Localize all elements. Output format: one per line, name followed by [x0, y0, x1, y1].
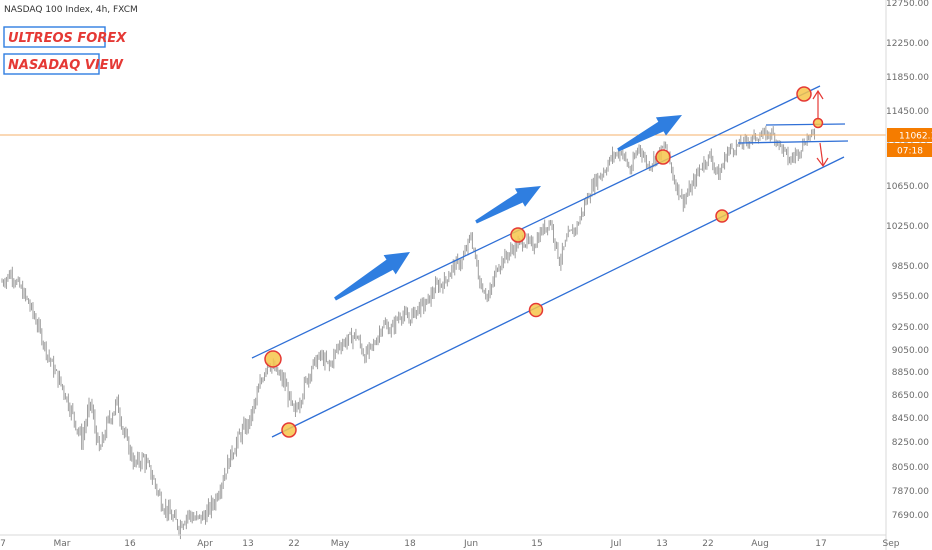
trend-arrow-icon[interactable] — [475, 186, 541, 224]
trend-arrow-icon[interactable] — [617, 115, 682, 152]
badge-secondary-box — [3, 53, 100, 75]
range-top-line[interactable] — [765, 123, 846, 126]
time-tick-label: Jun — [463, 539, 478, 549]
time-tick-label: 17 — [815, 539, 826, 549]
time-axis[interactable]: 7 Mar 16 Apr 13 22 May 18 Jun 15 Jul 13 22 Aug 17 Sep — [0, 539, 900, 549]
touch-point-marker[interactable] — [715, 209, 729, 223]
price-tick-label: 10650.00 — [886, 182, 929, 192]
time-tick-label: 15 — [531, 539, 542, 549]
touch-point-marker[interactable] — [796, 86, 812, 102]
time-tick-label: 7 — [0, 539, 6, 549]
badge-primary-text: ULTREOS FOREX — [8, 31, 127, 46]
trend-arrow-icon[interactable] — [334, 252, 410, 301]
price-tick-label: 8450.00 — [892, 414, 929, 424]
touch-point-marker[interactable] — [812, 117, 824, 129]
time-tick-label: Aug — [751, 539, 769, 549]
target-down-line — [819, 142, 824, 166]
last-price-value: 11062.13 — [899, 132, 932, 142]
price-series — [1, 125, 816, 540]
touch-point-marker[interactable] — [264, 350, 282, 368]
price-tick-label: 12750.00 — [886, 0, 929, 9]
price-tick-label: 9050.00 — [892, 346, 929, 356]
time-tick-label: Sep — [883, 539, 900, 549]
channel-lower-line[interactable] — [271, 156, 845, 438]
symbol-header: NASDAQ 100 Index, 4h, FXCM — [4, 5, 138, 15]
badge-secondary-text: NASADAQ VIEW — [8, 58, 124, 73]
touch-point-marker[interactable] — [655, 149, 671, 165]
price-tick-label: 8250.00 — [892, 438, 929, 448]
time-tick-label: Jul — [610, 539, 622, 549]
price-tick-label: 7690.00 — [892, 511, 929, 521]
time-tick-label: 22 — [702, 539, 713, 549]
price-tick-label: 10250.00 — [886, 222, 929, 232]
last-price-badge — [887, 128, 932, 142]
price-tick-label: 8650.00 — [892, 391, 929, 401]
touch-point-marker[interactable] — [281, 422, 297, 438]
price-tick-label: 7870.00 — [892, 487, 929, 497]
time-tick-label: 22 — [288, 539, 299, 549]
time-tick-label: Apr — [197, 539, 213, 549]
range-bottom-line[interactable] — [737, 140, 849, 144]
time-tick-label: 16 — [124, 539, 136, 549]
price-tick-label: 11850.00 — [886, 73, 929, 83]
price-tick-label: 8050.00 — [892, 463, 929, 473]
price-tick-label: 9850.00 — [892, 262, 929, 272]
countdown-badge — [887, 143, 932, 157]
countdown-value: 07:18 — [897, 147, 923, 157]
price-tick-label: 9550.00 — [892, 292, 929, 302]
price-tick-label: 9250.00 — [892, 323, 929, 333]
time-tick-label: May — [331, 539, 350, 549]
touch-point-marker[interactable] — [528, 302, 544, 318]
price-tick-label: 11450.00 — [886, 107, 929, 117]
badge-primary-box — [3, 26, 106, 48]
time-tick-label: 13 — [242, 539, 253, 549]
arrow-up-icon — [812, 89, 824, 100]
drawings — [0, 85, 886, 438]
price-tick-label: 8850.00 — [892, 368, 929, 378]
time-tick-label: 18 — [404, 539, 416, 549]
time-tick-label: Mar — [54, 539, 71, 549]
touch-point-marker[interactable] — [510, 227, 526, 243]
price-tick-label: 12250.00 — [886, 39, 929, 49]
time-tick-label: 13 — [656, 539, 667, 549]
arrow-down-icon — [816, 157, 829, 168]
channel-upper-line[interactable] — [251, 85, 821, 359]
